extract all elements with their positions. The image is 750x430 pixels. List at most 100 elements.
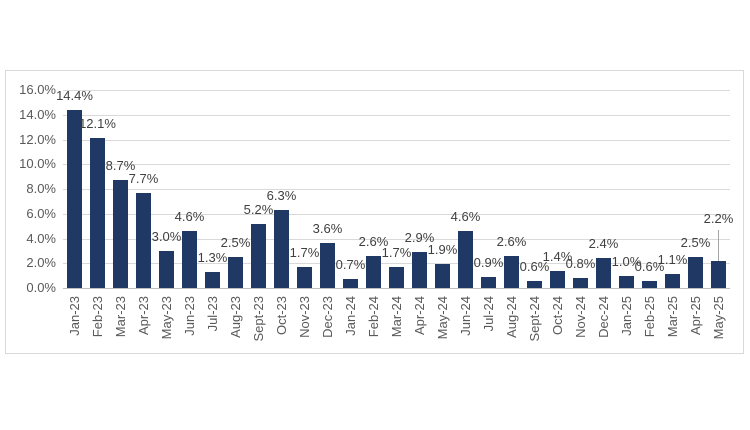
bar (205, 271, 220, 288)
bar-value-label: 3.0% (151, 228, 182, 244)
bar (527, 280, 542, 288)
gridline (63, 189, 730, 190)
bar (665, 274, 680, 288)
bar-value-label: 2.5% (680, 235, 711, 251)
x-axis-tick-label: Feb-23 (89, 296, 105, 338)
x-axis-tick-label: Feb-25 (641, 296, 657, 338)
bar (688, 257, 703, 288)
bar (435, 264, 450, 288)
x-axis-tick-label: May-24 (434, 296, 450, 340)
bar (389, 266, 404, 288)
bar (113, 180, 128, 288)
bar (159, 250, 174, 288)
x-axis-tick-label: Feb-24 (365, 296, 381, 338)
gridline (63, 90, 730, 91)
bar (251, 223, 266, 288)
y-axis-tick-label: 14.0% (19, 106, 56, 122)
x-axis-tick-label: Apr-25 (687, 296, 703, 336)
bar-value-label: 14.4% (56, 87, 93, 103)
bar (67, 109, 82, 288)
data-label-leader-line (718, 229, 719, 261)
bar-value-label: 4.6% (450, 209, 481, 225)
bar (182, 231, 197, 288)
bar-value-label: 6.3% (266, 188, 297, 204)
gridline (63, 114, 730, 116)
bar-value-label: 4.6% (174, 209, 205, 225)
bar-value-label: 5.2% (243, 201, 274, 217)
bar-value-label: 0.9% (473, 254, 504, 270)
x-axis-tick-label: Nov-24 (572, 296, 588, 338)
x-axis-tick-label: Nov-23 (296, 296, 312, 338)
bar (228, 257, 243, 288)
gridline (63, 164, 730, 166)
bar-value-label: 1.9% (427, 242, 458, 258)
bar (573, 278, 588, 288)
x-axis-tick-label: Aug-23 (227, 296, 243, 338)
bar-value-label: 2.6% (496, 233, 527, 249)
x-axis-tick-label: Mar-23 (112, 296, 128, 338)
bar-value-label: 8.7% (105, 158, 136, 174)
bar (711, 260, 726, 288)
bar (619, 275, 634, 288)
y-axis-tick-label: 12.0% (19, 131, 56, 147)
x-axis-tick-label: Jun-23 (181, 296, 197, 336)
bar-value-label: 0.8% (565, 256, 596, 272)
bar-value-label: 1.4% (542, 248, 573, 264)
x-axis-tick-label: Oct-23 (273, 296, 289, 336)
y-axis-tick-label: 0.0% (26, 280, 56, 295)
x-axis-tick-label: Jun-24 (457, 296, 473, 336)
bar-value-label: 2.2% (703, 210, 734, 226)
bar (366, 255, 381, 288)
bar (343, 279, 358, 288)
x-axis-tick-label: Apr-23 (135, 296, 151, 336)
bar-value-label: 0.6% (634, 258, 665, 274)
bar (320, 243, 335, 288)
bar (136, 192, 151, 288)
bar-value-label: 2.9% (404, 230, 435, 246)
bar (274, 210, 289, 288)
bar-value-label: 1.1% (657, 252, 688, 268)
bar-value-label: 12.1% (79, 116, 116, 132)
bar-value-label: 2.4% (588, 236, 619, 252)
gridline (63, 238, 730, 240)
bar (550, 270, 565, 288)
bar-value-label: 2.5% (220, 235, 251, 251)
bar-chart-frame: 0.0% 2.0% 4.0% 6.0% 8.0% 10.0% 12.0% 14.0% 16.0%… (5, 70, 744, 354)
x-axis-tick-label: Sept-23 (250, 296, 266, 342)
gridline (63, 213, 730, 215)
bar (458, 231, 473, 288)
bar-value-label: 1.7% (289, 244, 320, 260)
gridline (63, 139, 730, 141)
x-axis-tick-label: May-25 (710, 296, 726, 340)
x-axis-tick-label: Jan-23 (66, 296, 82, 336)
y-axis-tick-label: 10.0% (19, 156, 56, 172)
bar-value-label: 3.6% (312, 221, 343, 237)
bar-value-label: 7.7% (128, 170, 159, 186)
y-axis-tick-label: 16.0% (19, 82, 56, 97)
x-axis-tick-label: Oct-24 (549, 296, 565, 336)
bar (412, 252, 427, 288)
x-axis-tick-label: May-23 (158, 296, 174, 340)
x-axis-line (63, 288, 730, 289)
y-axis-tick-label: 8.0% (26, 181, 56, 196)
x-axis-tick-label: Sept-24 (526, 296, 542, 342)
bar (481, 276, 496, 288)
x-axis-tick-label: Jan-24 (342, 296, 358, 336)
x-axis-tick-label: Mar-25 (664, 296, 680, 338)
bar (596, 258, 611, 288)
bar-value-label: 0.7% (335, 257, 366, 273)
x-axis-tick-label: Dec-23 (319, 296, 335, 338)
x-axis-tick-label: Dec-24 (595, 296, 611, 338)
bar-value-label: 1.3% (197, 249, 228, 265)
bar-value-label: 1.0% (611, 253, 642, 269)
gridline (63, 263, 730, 265)
bar-value-label: 2.6% (358, 233, 389, 249)
y-axis-tick-label: 6.0% (26, 205, 56, 221)
bar (642, 280, 657, 288)
bar-value-label: 1.7% (381, 244, 412, 260)
bar (504, 255, 519, 288)
bar (90, 138, 105, 288)
x-axis-tick-label: Jul-24 (480, 296, 496, 332)
x-axis-tick-label: Mar-24 (388, 296, 404, 338)
